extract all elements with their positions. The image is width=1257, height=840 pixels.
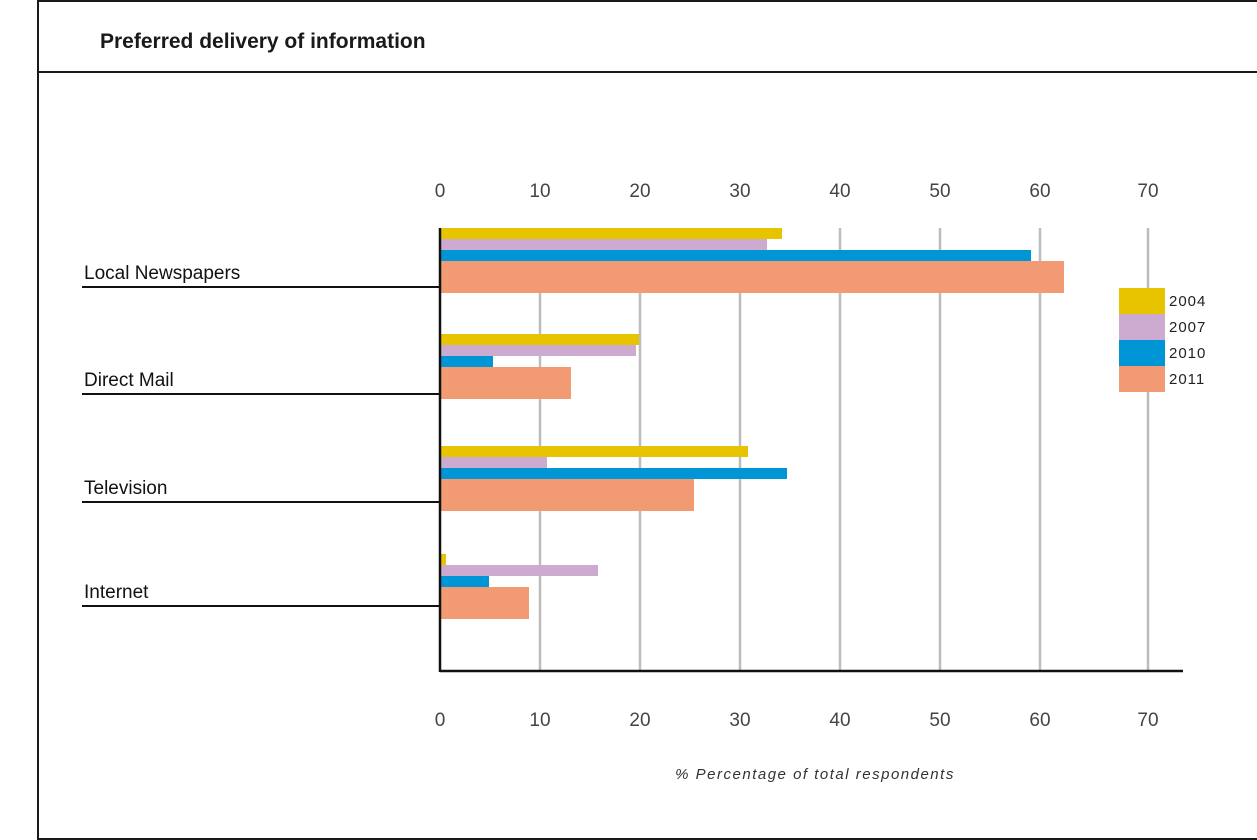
x-tick-label: 30 bbox=[729, 181, 750, 202]
x-tick-label: 40 bbox=[829, 181, 850, 202]
legend-swatch bbox=[1119, 314, 1165, 340]
axes bbox=[438, 228, 1183, 673]
bar bbox=[440, 457, 547, 468]
x-axis-label: % Percentage of total respondents bbox=[675, 766, 955, 783]
bar bbox=[440, 334, 639, 345]
x-tick-label: 50 bbox=[929, 181, 950, 202]
legend-label: 2004 bbox=[1169, 293, 1206, 310]
category-label: Internet bbox=[84, 582, 149, 603]
x-tick-label: 20 bbox=[629, 710, 650, 731]
category-labels: Local Newspapers Direct Mail Television Int… bbox=[82, 263, 440, 607]
x-tick-label: 0 bbox=[435, 181, 446, 202]
legend-label: 2007 bbox=[1169, 319, 1206, 336]
x-tick-label: 10 bbox=[529, 181, 550, 202]
bar bbox=[440, 576, 489, 587]
bar bbox=[440, 367, 571, 399]
title-bar: Preferred delivery of information bbox=[37, 0, 1257, 73]
bar bbox=[440, 261, 1064, 293]
bar bbox=[440, 250, 1031, 261]
bar bbox=[440, 587, 529, 619]
chart-title: Preferred delivery of information bbox=[100, 30, 426, 53]
bar bbox=[440, 356, 493, 367]
legend-swatch bbox=[1119, 288, 1165, 314]
x-tick-label: 10 bbox=[529, 710, 550, 731]
bar bbox=[440, 239, 767, 250]
x-tick-label: 30 bbox=[729, 710, 750, 731]
bar bbox=[440, 554, 446, 565]
x-tick-label: 60 bbox=[1029, 181, 1050, 202]
bar bbox=[440, 446, 748, 457]
x-tick-label: 40 bbox=[829, 710, 850, 731]
x-tick-label: 50 bbox=[929, 710, 950, 731]
x-tick-label: 60 bbox=[1029, 710, 1050, 731]
bar bbox=[440, 468, 787, 479]
legend: 2004 2007 2010 2011 bbox=[1119, 288, 1206, 392]
category-label: Television bbox=[84, 478, 167, 499]
bars bbox=[440, 228, 1064, 619]
legend-swatch bbox=[1119, 366, 1165, 392]
category-label: Local Newspapers bbox=[84, 263, 240, 284]
category-label: Direct Mail bbox=[84, 370, 174, 391]
x-tick-label: 0 bbox=[435, 710, 446, 731]
x-tick-labels-top: 0 10 20 30 40 50 60 70 bbox=[435, 181, 1159, 202]
x-tick-labels-bottom: 0 10 20 30 40 50 60 70 bbox=[435, 710, 1159, 731]
x-tick-label: 70 bbox=[1137, 710, 1158, 731]
legend-swatch bbox=[1119, 340, 1165, 366]
legend-label: 2011 bbox=[1169, 371, 1205, 388]
bar bbox=[440, 345, 636, 356]
bar bbox=[440, 228, 782, 239]
legend-label: 2010 bbox=[1169, 345, 1206, 362]
x-tick-label: 70 bbox=[1137, 181, 1158, 202]
bar bbox=[440, 565, 598, 576]
bar bbox=[440, 479, 694, 511]
x-tick-label: 20 bbox=[629, 181, 650, 202]
